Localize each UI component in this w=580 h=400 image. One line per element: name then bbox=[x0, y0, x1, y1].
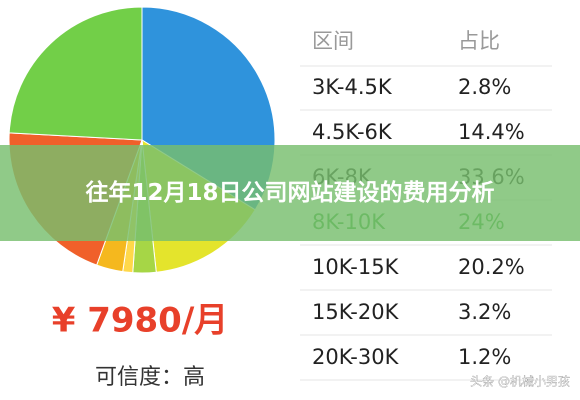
table-cell: 3.2% bbox=[458, 300, 511, 324]
price: ¥ 7980/月 bbox=[52, 301, 229, 341]
pie-slice bbox=[8, 6, 143, 141]
table-cell: 1.2% bbox=[458, 345, 511, 369]
table-cell: 15K-20K bbox=[312, 300, 400, 324]
table-cell: 14.4% bbox=[458, 120, 525, 144]
banner: 往年12月18日公司网站建设的费用分析 bbox=[0, 145, 580, 241]
credibility: 可信度：高 bbox=[95, 365, 205, 390]
table-cell: 20.2% bbox=[458, 255, 525, 279]
table-cell: 4.5K-6K bbox=[312, 120, 393, 144]
watermark: 头条 @机械小男孩 bbox=[470, 374, 570, 389]
table-cell: 20K-30K bbox=[312, 345, 400, 369]
table-header: 占比 bbox=[458, 29, 500, 53]
table-cell: 2.8% bbox=[458, 75, 511, 99]
table-cell: 3K-4.5K bbox=[312, 75, 393, 99]
table-header: 区间 bbox=[312, 29, 354, 53]
table-cell: 10K-15K bbox=[312, 255, 400, 279]
banner-title: 往年12月18日公司网站建设的费用分析 bbox=[85, 180, 495, 206]
